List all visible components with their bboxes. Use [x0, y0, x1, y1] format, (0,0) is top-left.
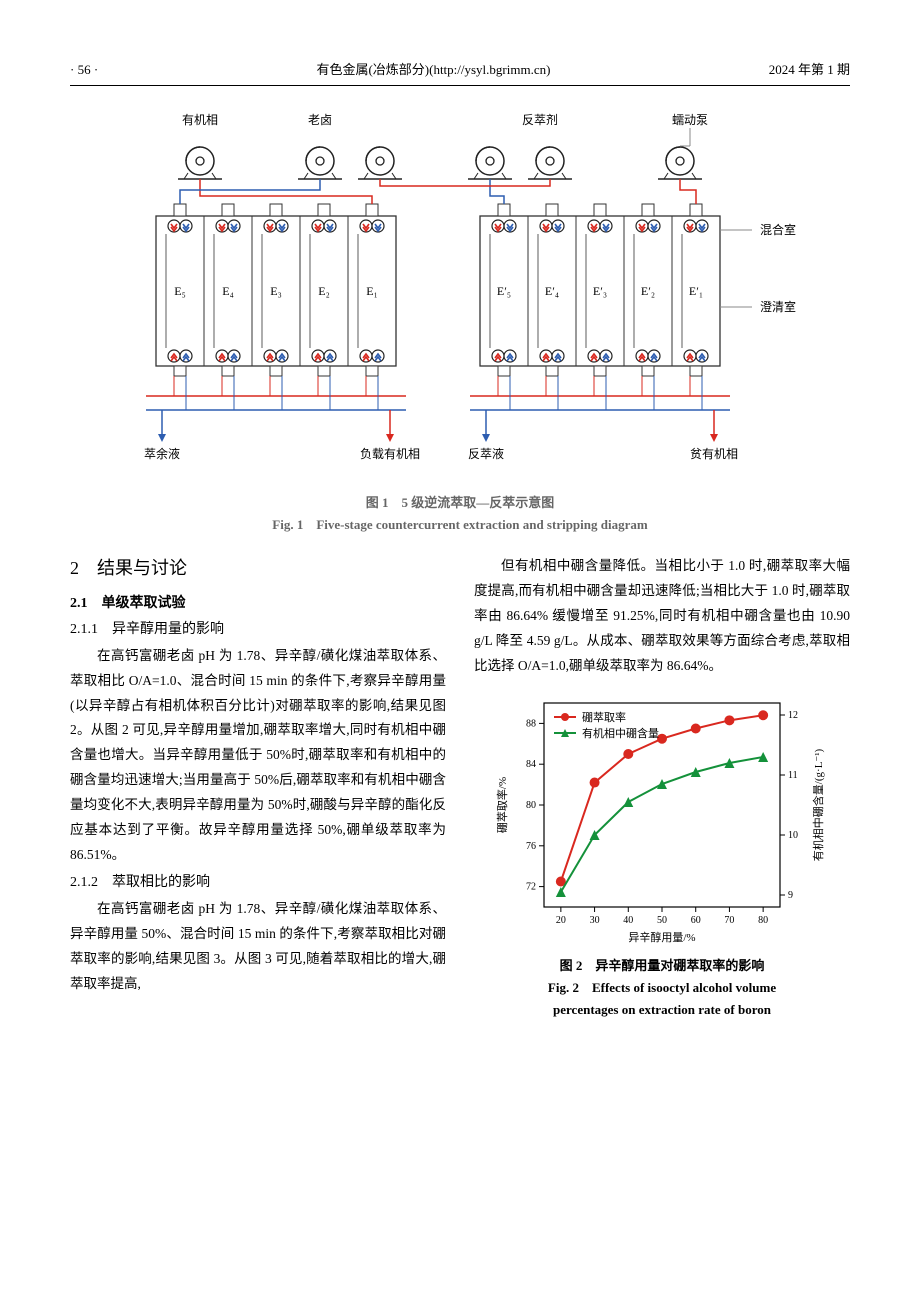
svg-text:80: 80 [758, 915, 768, 926]
subsubsection-2-1-1: 2.1.1 异辛醇用量的影响 [70, 619, 446, 641]
extraction-diagram-svg: 有机相 老卤 反萃剂 蠕动泵 E₅ E₄ E₃ E₂ E₁ E′₅ E′₄ E′₃ E′₂ E′₁ 混合室澄… [120, 106, 800, 486]
svg-text:20: 20 [556, 915, 566, 926]
figure-2-caption-en-line1: Fig. 2 Effects of isooctyl alcohol volum… [548, 977, 776, 999]
figure-2-caption-en-line2: percentages on extraction rate of boron [548, 999, 776, 1021]
paragraph-1: 在高钙富硼老卤 pH 为 1.78、异辛醇/磺化煤油萃取体系、萃取相比 O/A=… [70, 644, 446, 869]
svg-text:有机相: 有机相 [182, 113, 218, 127]
svg-text:76: 76 [526, 841, 536, 852]
svg-text:异辛醇用量/%: 异辛醇用量/% [628, 930, 695, 944]
svg-text:84: 84 [526, 759, 536, 770]
body-columns: 2 结果与讨论 2.1 单级萃取试验 2.1.1 异辛醇用量的影响 在高钙富硼老… [70, 554, 850, 1021]
svg-text:反萃剂: 反萃剂 [522, 112, 558, 127]
figure-2-caption-zh: 图 2 异辛醇用量对硼萃取率的影响 [548, 955, 776, 977]
svg-text:9: 9 [788, 890, 793, 901]
figure-1-caption-en: Fig. 1 Five-stage countercurrent extract… [70, 514, 850, 536]
figure-2: 20 30 40 50 60 70 80 72 76 80 84 88 9 10 11 12 异辛醇用量/% 硼萃… [474, 689, 850, 1021]
svg-text:E₅: E₅ [174, 284, 186, 298]
figure-1-caption-zh: 图 1 5 级逆流萃取—反萃示意图 [70, 492, 850, 514]
svg-text:72: 72 [526, 881, 536, 892]
svg-text:硼萃取率: 硼萃取率 [582, 710, 626, 724]
svg-text:12: 12 [788, 710, 798, 721]
svg-text:E′₃: E′₃ [593, 284, 607, 298]
issue-info: 2024 年第 1 期 [769, 60, 850, 81]
svg-text:70: 70 [724, 915, 734, 926]
svg-text:E₂: E₂ [318, 284, 330, 298]
left-column: 2 结果与讨论 2.1 单级萃取试验 2.1.1 异辛醇用量的影响 在高钙富硼老… [70, 554, 446, 1021]
svg-text:60: 60 [691, 915, 701, 926]
svg-text:50: 50 [657, 915, 667, 926]
subsection-2-1: 2.1 单级萃取试验 [70, 593, 446, 615]
svg-text:贫有机相: 贫有机相 [690, 446, 738, 461]
svg-text:11: 11 [788, 770, 798, 781]
paragraph-2: 在高钙富硼老卤 pH 为 1.78、异辛醇/磺化煤油萃取体系、异辛醇用量 50%… [70, 897, 446, 997]
svg-text:负载有机相: 负载有机相 [360, 447, 420, 461]
svg-text:10: 10 [788, 830, 798, 841]
page-number: · 56 · [70, 60, 98, 81]
svg-text:88: 88 [526, 718, 536, 729]
svg-text:萃余液: 萃余液 [144, 446, 180, 461]
svg-text:反萃液: 反萃液 [468, 446, 504, 461]
svg-text:蠕动泵: 蠕动泵 [672, 113, 708, 127]
svg-text:30: 30 [590, 915, 600, 926]
subsubsection-2-1-2: 2.1.2 萃取相比的影响 [70, 872, 446, 894]
svg-text:澄清室: 澄清室 [760, 299, 796, 314]
chart-svg: 20 30 40 50 60 70 80 72 76 80 84 88 9 10 11 12 异辛醇用量/% 硼萃… [492, 689, 832, 949]
section-number: 2 [70, 558, 79, 578]
svg-text:E₁: E₁ [366, 284, 378, 298]
svg-text:40: 40 [623, 915, 633, 926]
svg-text:E₄: E₄ [222, 284, 234, 298]
svg-text:硼萃取率/%: 硼萃取率/% [495, 777, 509, 833]
figure-1-caption: 图 1 5 级逆流萃取—反萃示意图 Fig. 1 Five-stage coun… [70, 492, 850, 536]
page-header: · 56 · 有色金属(冶炼部分)(http://ysyl.bgrimm.cn)… [70, 60, 850, 86]
svg-text:E′₂: E′₂ [641, 284, 655, 298]
svg-text:老卤: 老卤 [308, 113, 332, 127]
svg-text:混合室: 混合室 [760, 222, 796, 237]
journal-title: 有色金属(冶炼部分)(http://ysyl.bgrimm.cn) [316, 60, 550, 81]
section-title: 结果与讨论 [97, 558, 187, 578]
svg-text:80: 80 [526, 800, 536, 811]
figure-2-caption: 图 2 异辛醇用量对硼萃取率的影响 Fig. 2 Effects of isoo… [548, 955, 776, 1021]
right-column: 但有机相中硼含量降低。当相比小于 1.0 时,硼萃取率大幅度提高,而有机相中硼含… [474, 554, 850, 1021]
paragraph-3: 但有机相中硼含量降低。当相比小于 1.0 时,硼萃取率大幅度提高,而有机相中硼含… [474, 554, 850, 679]
svg-text:E′₁: E′₁ [689, 284, 703, 298]
svg-text:有机相中硼含量: 有机相中硼含量 [582, 726, 659, 740]
figure-1: 有机相 老卤 反萃剂 蠕动泵 E₅ E₄ E₃ E₂ E₁ E′₅ E′₄ E′₃ E′₂ E′₁ 混合室澄… [70, 106, 850, 486]
svg-text:E′₅: E′₅ [497, 284, 511, 298]
svg-text:E′₄: E′₄ [545, 284, 559, 298]
svg-text:有机相中硼含量/(g·L⁻¹): 有机相中硼含量/(g·L⁻¹) [811, 748, 825, 861]
svg-text:E₃: E₃ [270, 284, 282, 298]
section-heading: 2 结果与讨论 [70, 554, 446, 583]
